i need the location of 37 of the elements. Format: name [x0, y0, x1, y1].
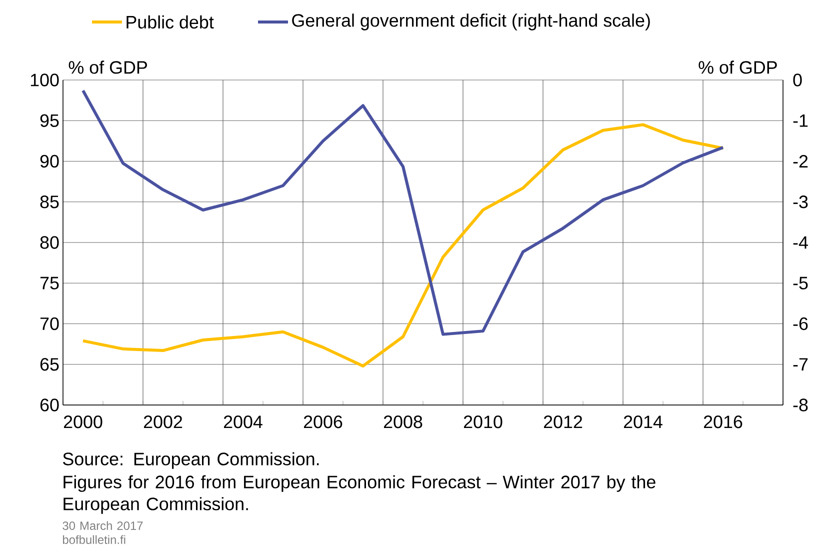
- x-tick-label: 2008: [384, 416, 422, 428]
- y-tick-label: 100: [30, 74, 59, 86]
- text: bofbulletin.fi: [62, 535, 126, 544]
- x-tick-label: 2014: [624, 416, 662, 428]
- y-tick-label: 60: [40, 398, 59, 412]
- source-note: Source: European Commission.: [63, 452, 319, 469]
- y2-tick-label: -8: [793, 398, 808, 412]
- y2-tick-label: -2: [793, 154, 808, 168]
- text: Figures for 2016 from European Economic Forecast – Winter 2017 by the European Commission.: [64, 475, 656, 514]
- text: 30 March 2017: [62, 521, 143, 530]
- y2-axis-title: % of GDP: [698, 60, 777, 74]
- legend-label: Public debt: [126, 15, 214, 29]
- y2-tick-label: -3: [793, 196, 808, 208]
- y-axis-title: % of GDP: [68, 60, 147, 74]
- y-tick-label: 65: [40, 358, 59, 371]
- y2-tick-label: 0: [793, 74, 802, 86]
- y2-tick-label: -5: [793, 276, 808, 290]
- y-tick-label: 95: [40, 114, 59, 127]
- x-tick-label: 2016: [704, 416, 742, 428]
- y-tick-label: 85: [40, 196, 59, 208]
- y-tick-label: 70: [40, 317, 59, 330]
- x-tick-label: 2006: [304, 416, 342, 428]
- x-tick-label: 2010: [464, 416, 502, 428]
- y-tick-label: 80: [40, 236, 59, 249]
- x-tick-label: 2004: [224, 416, 262, 428]
- y-tick-label: 75: [40, 276, 59, 290]
- y2-tick-label: -4: [793, 236, 808, 249]
- legend-label: General government deficit (right-hand scale): [292, 14, 650, 30]
- y-tick-label: 90: [40, 154, 59, 168]
- x-tick-label: 2002: [144, 416, 182, 428]
- y2-tick-label: -1: [793, 114, 808, 127]
- line-series: [82, 123, 725, 368]
- x-tick-label: 2000: [64, 416, 102, 428]
- line-series: [82, 89, 725, 336]
- x-tick-label: 2012: [544, 416, 582, 428]
- y2-tick-label: -6: [793, 317, 808, 330]
- y2-tick-label: -7: [793, 358, 808, 371]
